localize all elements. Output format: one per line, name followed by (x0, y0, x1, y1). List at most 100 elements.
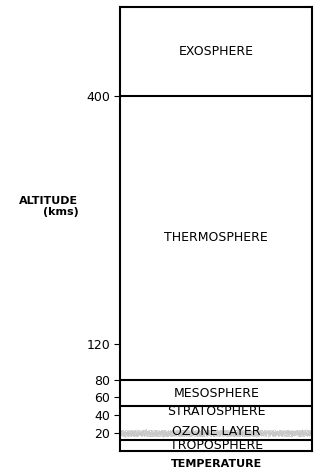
Point (212, 430, 218, 437)
Point (246, 427, 251, 435)
Point (125, 428, 130, 436)
Point (177, 428, 182, 436)
Point (201, 432, 206, 440)
Point (137, 428, 142, 436)
Point (255, 430, 260, 437)
Point (245, 431, 250, 438)
Point (249, 427, 254, 435)
Point (173, 429, 178, 436)
Point (240, 432, 245, 440)
Point (231, 432, 236, 440)
Point (148, 430, 153, 437)
Point (204, 431, 210, 438)
Point (142, 431, 147, 438)
Point (148, 426, 153, 434)
Point (234, 428, 240, 436)
Point (288, 428, 293, 436)
Point (171, 429, 176, 436)
Point (211, 426, 217, 434)
Point (164, 429, 169, 437)
Point (245, 432, 250, 440)
Point (234, 432, 239, 440)
Point (219, 429, 224, 437)
Point (232, 431, 237, 438)
Point (209, 428, 214, 436)
Point (254, 432, 259, 440)
Point (242, 431, 247, 438)
Point (230, 432, 235, 440)
Point (182, 431, 187, 438)
Point (307, 429, 312, 436)
Point (266, 427, 271, 435)
Point (241, 430, 247, 437)
Point (301, 430, 306, 438)
Point (167, 428, 172, 436)
Point (252, 430, 257, 437)
Point (142, 429, 147, 437)
Point (177, 431, 182, 438)
Point (251, 429, 256, 436)
Point (217, 432, 222, 440)
Point (241, 429, 246, 436)
Point (120, 429, 125, 437)
Point (292, 426, 297, 434)
Point (178, 430, 183, 437)
Point (217, 431, 222, 438)
Point (241, 431, 246, 439)
Point (293, 428, 298, 436)
Point (204, 432, 210, 440)
Point (284, 429, 289, 436)
Point (185, 429, 190, 437)
Point (149, 429, 154, 436)
Point (150, 432, 155, 440)
Point (164, 429, 169, 437)
Point (124, 429, 129, 437)
Point (171, 430, 176, 437)
Point (255, 428, 260, 436)
Point (210, 428, 215, 436)
Point (121, 432, 126, 439)
Point (248, 427, 253, 435)
Point (165, 429, 170, 436)
Point (142, 429, 147, 436)
Point (291, 430, 296, 437)
Point (148, 427, 153, 435)
Point (271, 428, 276, 436)
Point (171, 427, 176, 435)
Point (275, 429, 280, 437)
Point (122, 428, 127, 436)
Point (260, 431, 265, 439)
Point (239, 433, 244, 440)
Point (212, 429, 217, 436)
Point (309, 428, 314, 436)
Point (147, 429, 152, 436)
Point (274, 430, 279, 438)
Point (200, 431, 205, 439)
Point (244, 430, 249, 437)
Point (242, 429, 248, 436)
Point (119, 430, 124, 438)
Point (248, 430, 253, 437)
Point (138, 428, 143, 436)
Point (261, 428, 266, 436)
Point (141, 429, 146, 436)
Point (271, 430, 276, 438)
Point (163, 430, 168, 438)
Point (252, 431, 257, 438)
Point (271, 428, 276, 436)
Point (212, 427, 217, 435)
Point (181, 429, 186, 436)
Point (295, 430, 300, 437)
Point (231, 429, 236, 437)
Point (188, 430, 193, 438)
Point (257, 429, 262, 437)
Point (154, 430, 159, 438)
Point (172, 431, 177, 439)
Point (244, 430, 249, 438)
Point (235, 429, 240, 437)
Point (226, 432, 232, 439)
Point (250, 429, 256, 437)
Point (227, 428, 233, 436)
Point (211, 428, 216, 436)
Point (153, 428, 158, 436)
